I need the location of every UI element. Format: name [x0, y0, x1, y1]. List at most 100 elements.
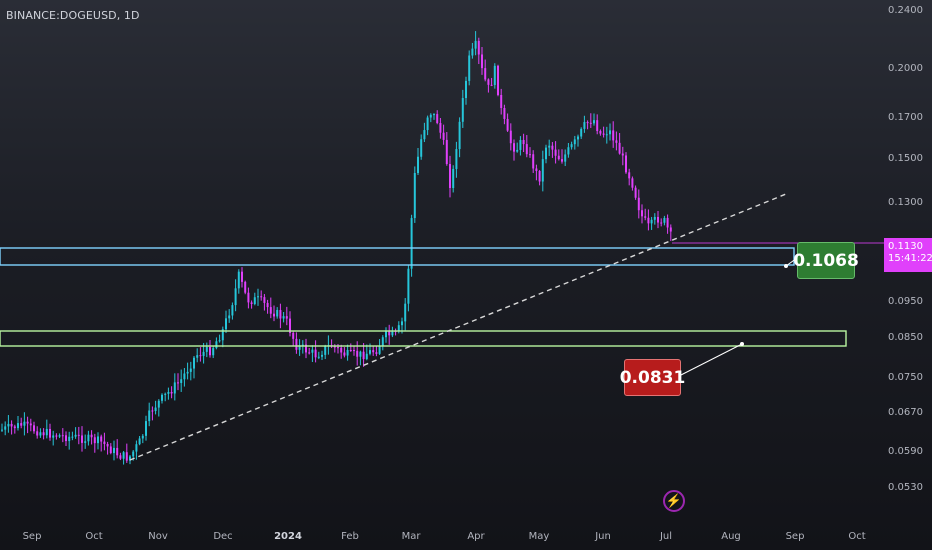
candle-body — [241, 271, 243, 282]
candle-body — [279, 309, 282, 319]
candle-body — [385, 330, 387, 338]
candle-body — [65, 435, 67, 442]
time-axis-label: Mar — [401, 531, 421, 542]
candle-body — [77, 434, 80, 436]
candle-body — [340, 347, 343, 353]
candle-body — [381, 337, 384, 347]
candle-body — [641, 210, 643, 217]
candle-body — [285, 316, 288, 319]
time-axis-label: Aug — [721, 531, 741, 542]
candle-body — [484, 68, 487, 80]
candle-body — [321, 354, 323, 357]
candle-body — [426, 117, 429, 131]
upper-level-callout[interactable]: 0.1068 — [793, 242, 859, 279]
lower-level-connector — [678, 343, 743, 377]
candle-body — [580, 128, 583, 137]
candle-body — [596, 120, 599, 132]
candle-body — [429, 114, 432, 118]
time-axis-label: Nov — [148, 531, 168, 542]
candle-body — [52, 435, 55, 438]
candle-body — [4, 426, 7, 430]
time-axis-label: Apr — [467, 531, 485, 542]
candle-body — [129, 456, 131, 461]
candle-body — [625, 155, 627, 173]
candle-body — [244, 281, 247, 293]
candle-body — [196, 355, 199, 358]
candle-body — [103, 441, 106, 445]
candle-body — [506, 118, 509, 131]
candle-body — [583, 122, 586, 129]
candle-body — [593, 120, 595, 124]
candle-body — [225, 318, 227, 330]
candle-body — [295, 338, 298, 350]
candle-body — [545, 147, 547, 160]
bar-countdown: 15:41:22 — [888, 253, 932, 264]
candle-body — [647, 217, 650, 224]
candle-body — [311, 349, 314, 353]
candle-body — [445, 139, 448, 165]
candle-body — [477, 40, 480, 55]
candle-body — [177, 382, 179, 384]
candle-body — [436, 114, 439, 123]
price-axis-label: 0.2000 — [888, 63, 923, 74]
candle-body — [122, 452, 125, 459]
candle-body — [660, 222, 663, 224]
candle-body — [404, 303, 407, 322]
candle-body — [1, 429, 3, 431]
candle-body — [292, 332, 295, 339]
candle-body — [199, 355, 202, 357]
candle-body — [516, 149, 519, 152]
candle-body — [465, 80, 467, 99]
candle-body — [109, 446, 112, 454]
candle-body — [378, 346, 381, 354]
symbol-label[interactable]: BINANCE:DOGEUSD, 1D — [6, 9, 140, 22]
candle-body — [145, 421, 147, 436]
candle-body — [423, 130, 426, 140]
last-price-tag[interactable]: 0.1130 15:41:22 — [884, 238, 932, 272]
resistance-zone[interactable] — [0, 247, 795, 266]
candle-body — [13, 426, 16, 429]
candle-body — [23, 421, 26, 426]
candle-body — [55, 435, 58, 437]
time-axis-label: May — [528, 531, 550, 542]
candle-body — [49, 428, 51, 438]
candle-body — [618, 142, 621, 154]
candle-body — [663, 217, 666, 223]
support-zone[interactable] — [0, 330, 847, 347]
candle-body — [669, 227, 672, 232]
candle-body — [87, 434, 90, 442]
lightning-icon[interactable]: ⚡ — [663, 490, 685, 512]
candle-body — [257, 296, 259, 298]
lower-level-callout[interactable]: 0.0831 — [620, 359, 685, 396]
candle-body — [362, 351, 365, 360]
trendline[interactable] — [129, 193, 787, 461]
candle-body — [541, 159, 544, 182]
price-axis-label: 0.0850 — [888, 332, 923, 343]
candle-body — [170, 391, 173, 394]
candle-body — [305, 344, 307, 353]
candle-body — [564, 154, 567, 162]
candle-body — [81, 435, 83, 443]
upper-level-anchor[interactable] — [784, 264, 788, 268]
lower-level-anchor[interactable] — [740, 342, 744, 346]
candle-body — [458, 121, 461, 150]
candle-body — [7, 423, 10, 427]
candle-body — [525, 144, 528, 155]
candle-body — [359, 351, 362, 357]
candle-body — [17, 423, 19, 429]
candle-body — [513, 143, 515, 152]
time-axis-label: Sep — [22, 531, 42, 542]
candle-body — [452, 168, 455, 188]
candle-body — [132, 451, 135, 457]
candle-body — [10, 423, 13, 427]
candle-body — [599, 131, 602, 134]
time-axis-label: Oct — [85, 531, 103, 542]
candle-body — [657, 216, 659, 223]
candle-body — [298, 345, 301, 350]
candle-body — [481, 54, 483, 69]
candle-body — [493, 65, 496, 86]
candle-body — [324, 346, 327, 355]
candle-body — [375, 352, 378, 354]
candle-body — [509, 130, 512, 144]
